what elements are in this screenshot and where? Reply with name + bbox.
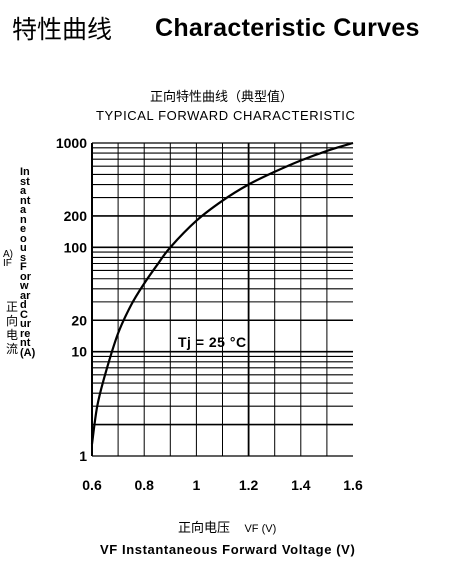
y-axis-label-english: Instantaneous Forward Current (A) [20, 166, 36, 359]
title-chinese: 特性曲线 [12, 15, 113, 44]
y-tick-label: 200 [64, 208, 88, 224]
x-tick-label: 0.8 [134, 477, 154, 493]
y-tick-label: 100 [64, 239, 88, 255]
curve-layer [90, 141, 354, 445]
x-axis-label-chinese-text: 正向电压 [178, 520, 231, 535]
x-tick-label: 1 [193, 477, 201, 493]
plot-frame [91, 142, 353, 457]
y-tick-label: 1000 [56, 135, 87, 151]
x-axis-unit-label: VF (V) [244, 523, 277, 535]
y-axis-label-chinese: 正向电流 [6, 300, 19, 356]
grid-minor-lines [92, 143, 353, 456]
chart-title-chinese: 正向特性曲线（典型值） [150, 89, 294, 104]
chart-subtitle-english: TYPICAL FORWARD CHARACTERISTIC [96, 108, 356, 123]
forward-curve-series-0 [90, 141, 354, 445]
x-tick-label: 0.6 [82, 477, 102, 493]
y-tick-labels: 1 10 20 100 200 1000 [56, 135, 87, 464]
y-axis-unit-label: A) IF [3, 249, 13, 269]
x-tick-label: 1.4 [291, 477, 311, 493]
x-tick-label: 1.6 [343, 477, 363, 493]
x-tick-label: 1.2 [239, 477, 259, 493]
junction-temperature-annotation: Tj = 25 °C [178, 334, 247, 350]
y-tick-label: 10 [71, 344, 87, 360]
y-tick-label: 20 [71, 312, 87, 328]
y-tick-label: 1 [79, 448, 87, 464]
x-axis-label-english: VF Instantaneous Forward Voltage (V) [100, 542, 356, 557]
x-tick-labels: 0.6 0.8 1 1.2 1.4 1.6 [82, 477, 363, 493]
x-axis-label-chinese: 正向电压 VF (V) [178, 517, 276, 536]
title-english: Characteristic Curves [155, 14, 420, 42]
